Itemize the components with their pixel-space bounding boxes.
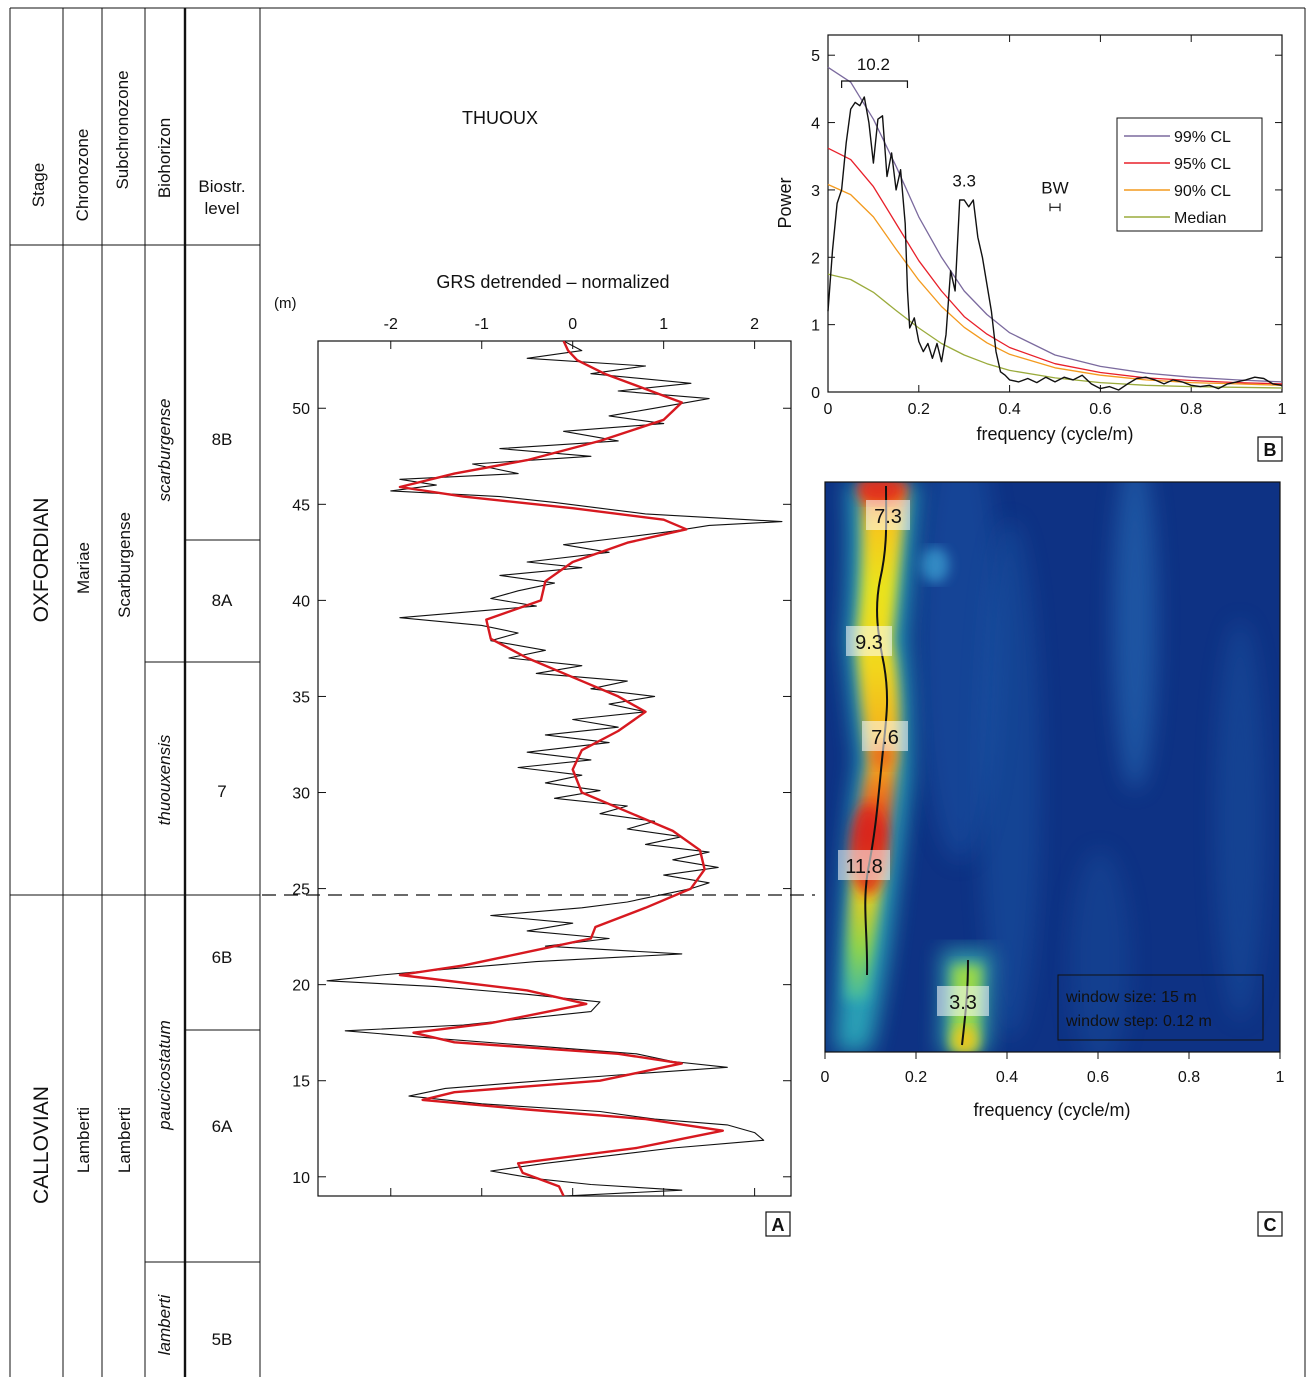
a-xtick-label: -1 [475, 316, 489, 333]
chronozone-lamberti: Lamberti [74, 1107, 93, 1173]
panel-b-ylabel: Power [775, 177, 795, 228]
a-ytick-label: 10 [292, 1170, 310, 1187]
a-ytick-label: 35 [292, 689, 310, 706]
b-series-99-cl [827, 66, 1283, 383]
strat-columns: Stage Chronozone Subchronozone Biohorizo… [9, 7, 1306, 1377]
panel-c-label: C [1264, 1215, 1277, 1235]
a-xtick-label: 2 [750, 316, 759, 333]
panel-b: frequency (cycle/m) Power 0 0.2 0.4 0.6 0.8 1… [775, 34, 1287, 462]
stage-callovian: CALLOVIAN [30, 1086, 53, 1204]
subchronozone-lamberti: Lamberti [115, 1107, 134, 1173]
b-series-median [827, 273, 1283, 389]
panel-c-xlabel: frequency (cycle/m) [973, 1100, 1130, 1120]
biohorizon-scarburgense: scarburgense [155, 398, 174, 501]
panel-b-label: B [1264, 440, 1277, 460]
level-6b: 6B [212, 948, 233, 967]
panel-b-xlabel: frequency (cycle/m) [976, 424, 1133, 444]
c-xtick-label: 0.6 [1087, 1069, 1109, 1086]
b-annot-bw: BW [1041, 178, 1068, 197]
header-biohorizon: Biohorizon [155, 118, 174, 198]
panel-c-axes [824, 481, 1281, 1053]
c-xtick-label: 1 [1276, 1069, 1285, 1086]
c-xtick-label: 0.2 [905, 1069, 927, 1086]
b-ytick-label: 0 [811, 385, 820, 402]
b-xtick-label: 0.4 [998, 401, 1020, 418]
panel-c-ridge-main [864, 485, 889, 976]
a-series-smoothed [398, 341, 724, 1196]
b-xtick-label: 0 [824, 401, 833, 418]
biohorizon-thuouxensis: thuouxensis [155, 734, 174, 825]
b-series-90-cl [827, 183, 1283, 386]
panel-c: 0 0.2 0.4 0.6 0.8 1 frequency (cycle/m) 7.3 9… [821, 481, 1285, 1237]
b-ytick-label: 4 [811, 116, 820, 133]
a-xtick-label: -2 [384, 316, 398, 333]
b-bw-bar [1049, 203, 1061, 212]
annot-3-3: 3.3 [949, 992, 977, 1014]
panel-b-axes [827, 34, 1283, 393]
b-annot-10-2: 10.2 [857, 55, 890, 74]
subchronozone-scarburgense: Scarburgense [115, 512, 134, 618]
c-xtick-label: 0 [821, 1069, 830, 1086]
annot-11-8: 11.8 [845, 856, 882, 878]
a-ytick-label: 15 [292, 1074, 310, 1091]
chronozone-mariae: Mariae [74, 542, 93, 594]
annot-9-3: 9.3 [855, 632, 883, 654]
b-legend-entry: 90% CL [1174, 183, 1231, 200]
biohorizon-paucicostatum: paucicostatum [155, 1020, 174, 1131]
b-annot-bracket [841, 80, 909, 89]
a-series-grs [326, 341, 783, 1196]
b-xtick-label: 0.6 [1089, 401, 1111, 418]
a-xtick-label: 1 [659, 316, 668, 333]
b-legend-entry: 95% CL [1174, 156, 1231, 173]
level-8b: 8B [212, 430, 233, 449]
stage-oxfordian: OXFORDIAN [30, 498, 53, 623]
panel-a-ylabel: (m) [274, 295, 297, 312]
panel-c-heatmap [825, 482, 1280, 1052]
level-7: 7 [217, 782, 226, 801]
c-xtick-label: 0.8 [1178, 1069, 1200, 1086]
a-ytick-label: 25 [292, 882, 310, 899]
a-ytick-label: 45 [292, 497, 310, 514]
panel-c-window-box: window size: 15 m window step: 0.12 m [1057, 974, 1264, 1041]
header-subchronozone: Subchronozone [113, 70, 132, 189]
a-ytick-label: 50 [292, 401, 310, 418]
header-biostr-level: Biostr. level [198, 177, 245, 218]
panel-a-axes [317, 340, 792, 1197]
b-series-95-cl [827, 147, 1283, 385]
window-step-text: window step: 0.12 m [1065, 1013, 1212, 1030]
panel-a-title: THUOUX [462, 108, 538, 128]
panel-c-annotations: 7.3 9.3 7.6 11.8 3.3 [838, 500, 989, 1016]
a-ytick-label: 30 [292, 786, 310, 803]
panel-b-legend: 99% CL 95% CL 90% CL Median [1116, 117, 1263, 232]
b-legend-entry: Median [1174, 210, 1226, 227]
b-legend-entry: 99% CL [1174, 129, 1231, 146]
a-ytick-label: 40 [292, 593, 310, 610]
b-annot-3-3: 3.3 [952, 172, 976, 191]
biohorizon-lamberti: lamberti [155, 1294, 174, 1356]
panel-a-label: A [772, 1215, 785, 1235]
b-ytick-label: 2 [811, 250, 820, 267]
c-xtick-label: 0.4 [996, 1069, 1018, 1086]
a-xtick-label: 0 [568, 316, 577, 333]
b-series-spectrum [827, 96, 1283, 391]
b-ytick-label: 3 [811, 183, 820, 200]
level-8a: 8A [212, 591, 233, 610]
annot-7-3: 7.3 [874, 506, 902, 528]
a-ytick-label: 20 [292, 978, 310, 995]
panel-a: THUOUX GRS detrended – normalized (m) -2… [274, 108, 792, 1237]
b-xtick-label: 1 [1278, 401, 1287, 418]
b-ytick-label: 5 [811, 48, 820, 65]
b-xtick-label: 0.2 [908, 401, 930, 418]
panel-a-xlabel: GRS detrended – normalized [436, 272, 669, 292]
b-ytick-label: 1 [811, 318, 820, 335]
b-xtick-label: 0.8 [1180, 401, 1202, 418]
level-6a: 6A [212, 1117, 233, 1136]
header-chronozone: Chronozone [73, 129, 92, 222]
annot-7-6: 7.6 [871, 727, 899, 749]
header-stage: Stage [29, 163, 48, 207]
window-size-text: window size: 15 m [1065, 989, 1197, 1006]
level-5b: 5B [212, 1330, 233, 1349]
